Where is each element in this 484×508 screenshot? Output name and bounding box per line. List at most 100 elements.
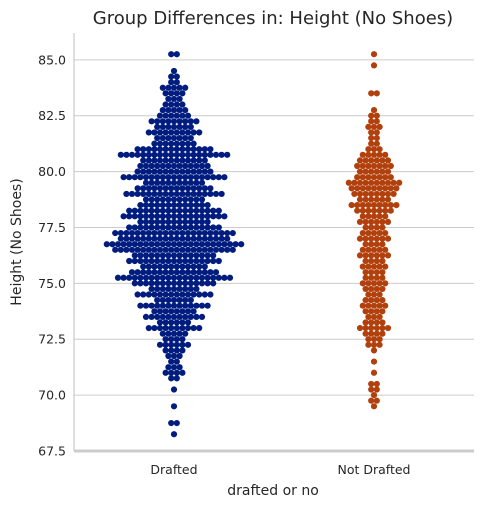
data-point — [137, 302, 144, 309]
data-point — [365, 213, 372, 220]
data-point — [170, 313, 178, 320]
data-point — [373, 218, 380, 225]
data-point — [362, 308, 369, 315]
data-point — [151, 229, 158, 237]
data-point — [201, 235, 208, 242]
data-point — [165, 118, 172, 125]
data-point — [373, 330, 380, 337]
data-point — [165, 84, 172, 91]
data-point — [184, 229, 192, 237]
data-point — [117, 246, 124, 253]
data-point — [168, 90, 175, 97]
data-point — [165, 313, 172, 320]
data-point — [373, 179, 380, 186]
data-point — [151, 263, 158, 270]
data-point — [165, 123, 172, 130]
data-point — [396, 179, 403, 186]
data-point — [359, 151, 366, 158]
data-point — [117, 235, 124, 242]
data-point — [148, 162, 155, 170]
data-point — [165, 241, 172, 248]
data-point — [376, 313, 383, 320]
data-point — [204, 241, 211, 248]
data-point — [159, 174, 166, 181]
data-point — [373, 129, 380, 136]
data-point — [182, 123, 189, 130]
data-point — [145, 129, 152, 136]
data-point — [156, 235, 164, 242]
data-point — [190, 308, 197, 315]
data-point — [170, 207, 178, 214]
data-point — [162, 129, 169, 136]
data-point — [154, 224, 161, 231]
data-point — [137, 257, 144, 265]
data-point — [373, 90, 380, 97]
data-point — [151, 140, 158, 147]
data-point — [370, 341, 378, 348]
data-point — [179, 112, 186, 119]
data-point — [207, 246, 214, 253]
data-point — [151, 308, 158, 315]
data-point — [187, 118, 194, 125]
data-point — [179, 101, 186, 108]
data-point — [184, 341, 192, 348]
data-point — [173, 146, 180, 153]
data-point — [221, 241, 228, 248]
data-point — [156, 129, 164, 136]
data-point — [379, 252, 386, 259]
data-point — [165, 297, 172, 304]
data-point — [382, 162, 389, 170]
data-point — [140, 229, 147, 237]
data-point — [204, 302, 211, 309]
data-point — [120, 241, 127, 248]
data-point — [145, 291, 152, 298]
data-point — [165, 213, 172, 220]
data-point — [379, 241, 386, 248]
data-point — [365, 246, 372, 253]
data-point — [142, 302, 150, 309]
data-point — [201, 246, 208, 253]
data-point — [168, 246, 175, 253]
data-point — [210, 213, 217, 220]
data-point — [159, 107, 166, 114]
data-point — [173, 246, 180, 253]
data-point — [198, 196, 206, 203]
data-point — [137, 280, 144, 287]
data-point — [154, 118, 161, 125]
data-point — [154, 207, 161, 214]
data-point — [379, 319, 386, 326]
data-point — [162, 291, 169, 298]
data-point — [148, 280, 155, 287]
data-point — [365, 174, 372, 181]
data-point — [212, 190, 220, 198]
data-point — [114, 274, 122, 281]
data-point — [165, 207, 172, 214]
data-point — [190, 324, 197, 332]
data-point — [368, 269, 375, 276]
data-point — [159, 123, 166, 130]
data-point — [198, 241, 206, 248]
data-point — [368, 224, 375, 231]
data-point — [365, 202, 372, 209]
data-point — [379, 324, 386, 332]
data-point — [376, 174, 383, 181]
data-point — [145, 246, 152, 253]
data-point — [190, 129, 197, 136]
data-point — [134, 246, 141, 253]
data-point — [370, 280, 378, 287]
data-point — [201, 229, 208, 237]
data-point — [151, 129, 158, 136]
data-point — [204, 280, 211, 287]
data-point — [368, 129, 375, 136]
data-point — [168, 146, 175, 153]
data-point — [142, 213, 150, 220]
data-point — [187, 174, 194, 181]
data-point — [170, 107, 178, 114]
data-point — [142, 257, 150, 265]
data-point — [182, 274, 189, 281]
data-point — [354, 174, 361, 181]
data-point — [176, 352, 183, 360]
data-point — [218, 246, 225, 253]
data-point — [187, 213, 194, 220]
data-point — [365, 336, 372, 343]
